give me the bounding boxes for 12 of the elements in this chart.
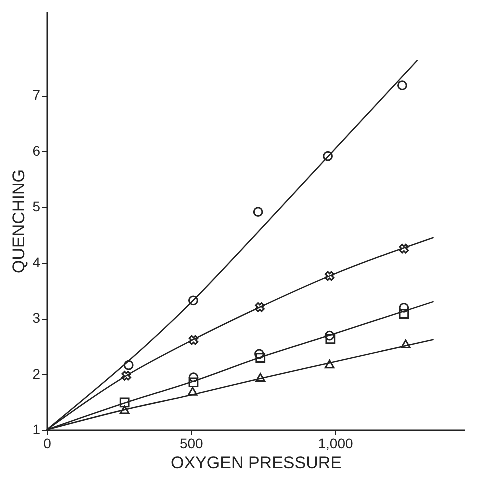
y-tick-label: 1 <box>32 422 41 438</box>
x-tick-label: 0 <box>44 436 52 452</box>
y-tick-label: 6 <box>32 142 41 159</box>
y-tick-label: 3 <box>32 310 41 326</box>
x-tick-label: 500 <box>180 436 204 452</box>
y-axis-title: QUENCHING <box>10 170 29 274</box>
y-tick-label: 4 <box>32 254 41 270</box>
y-tick-label: 5 <box>32 198 41 215</box>
x-axis-title: OXYGEN PRESSURE <box>171 454 342 472</box>
y-tick-label: 2 <box>32 366 41 382</box>
x-tick-label: 1,000 <box>318 436 354 452</box>
y-tick-label: 7 <box>32 87 41 104</box>
